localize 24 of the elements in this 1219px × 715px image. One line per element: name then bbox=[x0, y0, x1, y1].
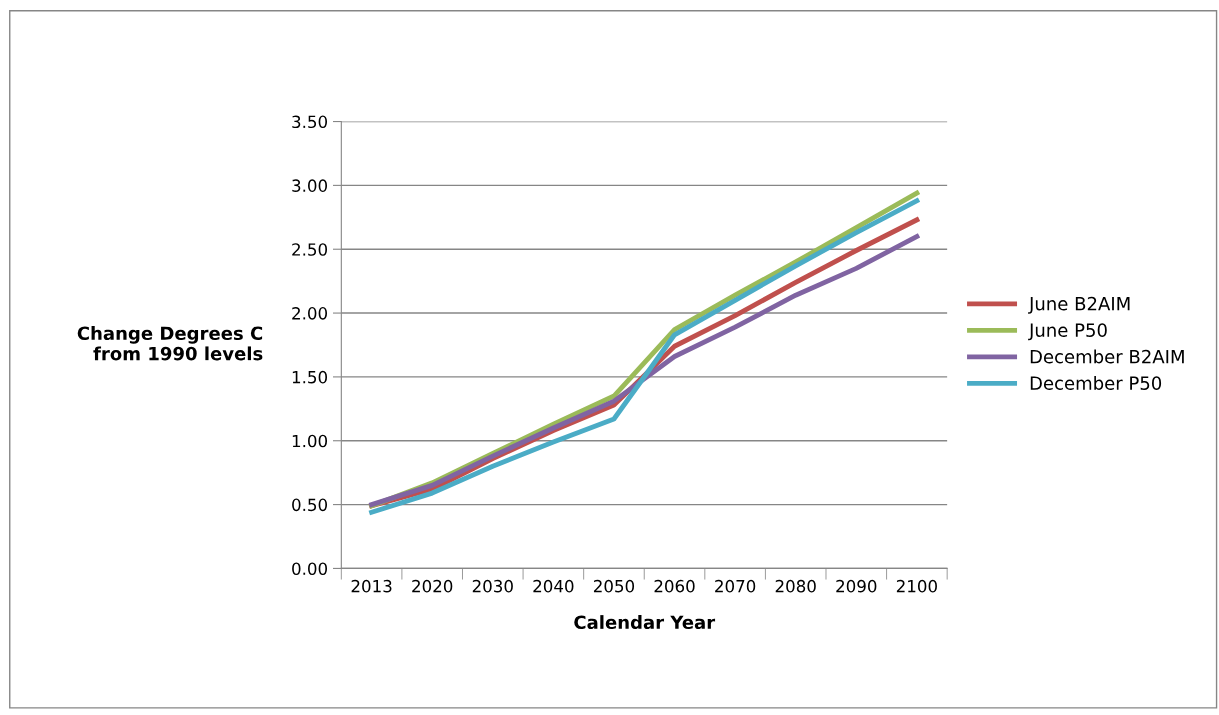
x-tick-label: 2090 bbox=[836, 579, 877, 593]
x-tick-label: 2040 bbox=[533, 579, 574, 593]
y-tick-label: 2.50 bbox=[292, 243, 328, 256]
x-tick-label: 2060 bbox=[654, 579, 695, 593]
legend-label: June P50 bbox=[1028, 323, 1107, 341]
legend-label: December B2AIM bbox=[1030, 349, 1184, 364]
y-tick-label: 3.00 bbox=[292, 179, 328, 192]
y-tick-label: 1.50 bbox=[292, 370, 328, 384]
y-tick-label: 0.00 bbox=[292, 562, 328, 575]
x-tick-label: 2020 bbox=[412, 579, 453, 593]
x-tick-label: 2070 bbox=[715, 579, 756, 593]
legend-label: June B2AIM bbox=[1028, 296, 1130, 314]
y-tick-label: 2.00 bbox=[292, 307, 328, 320]
x-tick-label: 2013 bbox=[351, 579, 392, 593]
y-tick-label: 1.00 bbox=[292, 434, 328, 448]
x-tick-label: 2050 bbox=[593, 579, 635, 593]
legend-label: December P50 bbox=[1030, 376, 1162, 390]
y-tick-label: 3.50 bbox=[292, 115, 328, 129]
x-tick-label: 2080 bbox=[775, 579, 816, 593]
y-tick-label: 0.50 bbox=[292, 498, 328, 512]
x-tick-label: 2100 bbox=[896, 579, 937, 593]
x-axis-title: Calendar Year bbox=[574, 615, 716, 630]
x-tick-label: 2030 bbox=[472, 579, 513, 593]
y-axis-title: Change Degrees C from 1990 levels bbox=[77, 326, 263, 361]
